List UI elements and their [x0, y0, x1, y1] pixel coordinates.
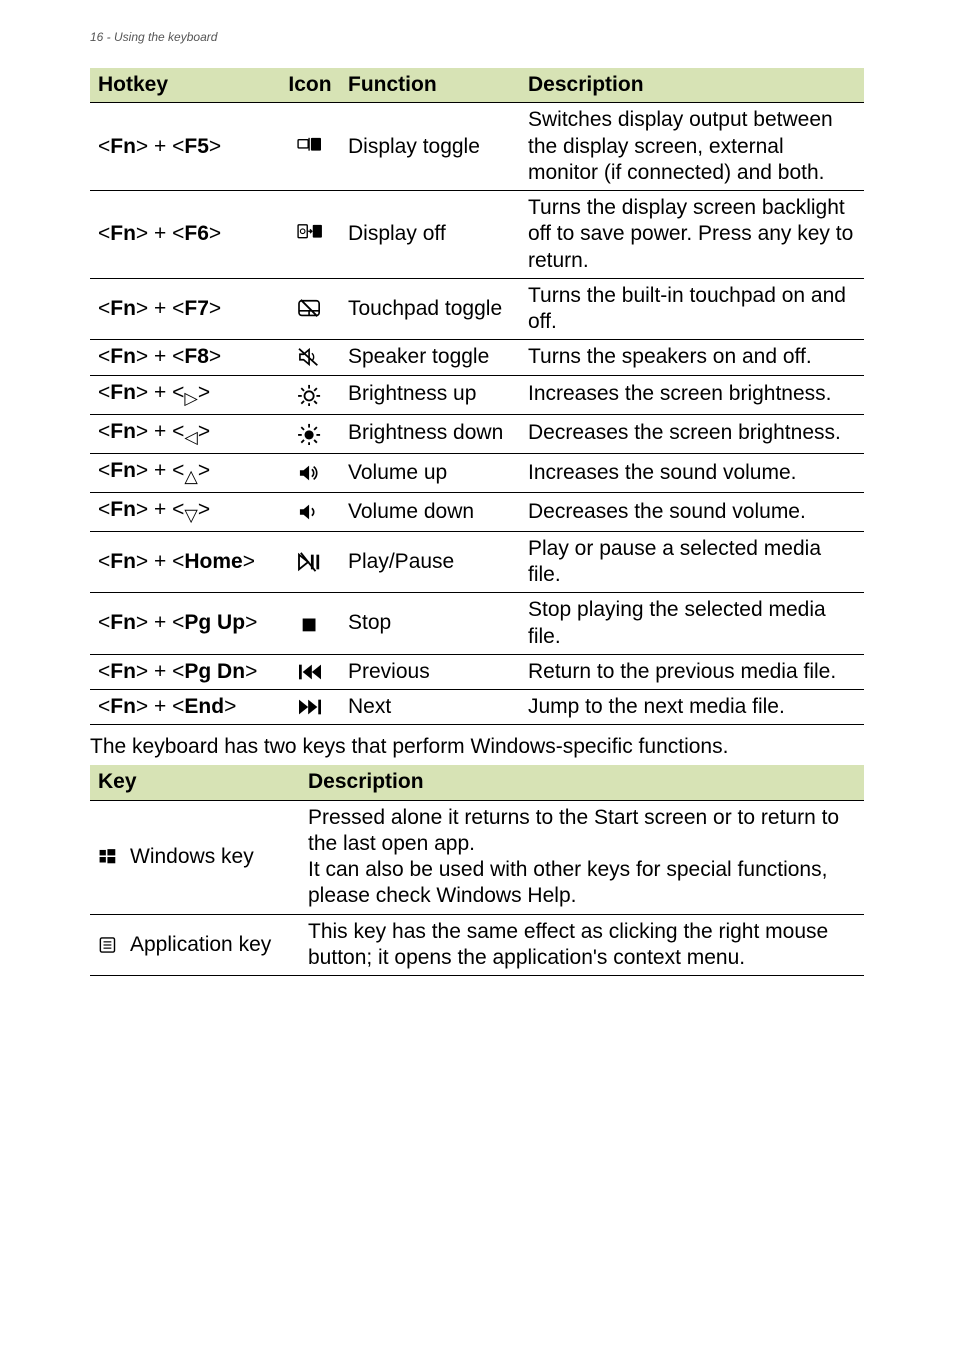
function-cell: Volume up [340, 453, 520, 492]
col-key-description: Description [300, 765, 864, 800]
next-icon [280, 690, 340, 725]
col-hotkey: Hotkey [90, 68, 280, 103]
description-cell: Turns the built-in touchpad on and off. [520, 278, 864, 340]
touchpad-icon [280, 278, 340, 340]
hotkey-cell: <Fn> + <△> [90, 453, 280, 492]
volume-up-icon [280, 453, 340, 492]
windows-icon [98, 847, 120, 867]
application-key-icon [98, 935, 120, 955]
function-cell: Stop [340, 593, 520, 655]
display-off-icon [280, 191, 340, 279]
display-toggle-icon [280, 103, 340, 191]
hotkey-cell: <Fn> + <F8> [90, 340, 280, 375]
key-description: This key has the same effect as clicking… [300, 914, 864, 976]
col-description: Description [520, 68, 864, 103]
hotkey-cell: <Fn> + <▽> [90, 492, 280, 531]
table-row: <Fn> + <Pg Dn> PreviousReturn to the prev… [90, 654, 864, 689]
table-row: Windows key Pressed alone it returns to … [90, 800, 864, 914]
hotkey-cell: <Fn> + <Pg Dn> [90, 654, 280, 689]
table-row: Application key This key has the same ef… [90, 914, 864, 976]
key-label: Windows key [130, 844, 254, 870]
windows-keys-table: Key Description Windows key Pressed alon… [90, 765, 864, 976]
stop-icon [280, 593, 340, 655]
table-row: <Fn> + <Home> Play/PausePlay or pause a s… [90, 531, 864, 593]
hotkey-cell: <Fn> + <▷> [90, 375, 280, 414]
function-cell: Display toggle [340, 103, 520, 191]
table-row: <Fn> + <F5> Display toggleSwitches displa… [90, 103, 864, 191]
table-row: <Fn> + <End> NextJump to the next media f… [90, 690, 864, 725]
description-cell: Jump to the next media file. [520, 690, 864, 725]
between-tables-caption: The keyboard has two keys that perform W… [90, 735, 864, 759]
play-pause-icon [280, 531, 340, 593]
function-cell: Volume down [340, 492, 520, 531]
description-cell: Turns the speakers on and off. [520, 340, 864, 375]
table-row: <Fn> + <F8> Speaker toggleTurns the speak… [90, 340, 864, 375]
brightness-down-icon [280, 414, 340, 453]
description-cell: Increases the sound volume. [520, 453, 864, 492]
table-row: <Fn> + <▽> Volume downDecreases the sound… [90, 492, 864, 531]
function-cell: Next [340, 690, 520, 725]
description-cell: Play or pause a selected media file. [520, 531, 864, 593]
page-header: 16 - Using the keyboard [90, 30, 864, 44]
col-icon: Icon [280, 68, 340, 103]
table-row: <Fn> + <◁> Brightness downDecreases the s… [90, 414, 864, 453]
col-key: Key [90, 765, 300, 800]
hotkey-cell: <Fn> + <F6> [90, 191, 280, 279]
function-cell: Brightness up [340, 375, 520, 414]
table-row: <Fn> + <F7> Touchpad toggleTurns the buil… [90, 278, 864, 340]
function-cell: Brightness down [340, 414, 520, 453]
speaker-mute-icon [280, 340, 340, 375]
col-function: Function [340, 68, 520, 103]
hotkey-table: Hotkey Icon Function Description <Fn> + … [90, 68, 864, 725]
table-row: <Fn> + <▷> Brightness upIncreases the scr… [90, 375, 864, 414]
hotkey-cell: <Fn> + <F7> [90, 278, 280, 340]
description-cell: Return to the previous media file. [520, 654, 864, 689]
function-cell: Display off [340, 191, 520, 279]
function-cell: Play/Pause [340, 531, 520, 593]
function-cell: Speaker toggle [340, 340, 520, 375]
table-row: <Fn> + <Pg Up> StopStop playing the selec… [90, 593, 864, 655]
key-label: Application key [130, 932, 271, 958]
description-cell: Stop playing the selected media file. [520, 593, 864, 655]
description-cell: Decreases the sound volume. [520, 492, 864, 531]
hotkey-cell: <Fn> + <◁> [90, 414, 280, 453]
hotkey-cell: <Fn> + <Pg Up> [90, 593, 280, 655]
table-row: <Fn> + <△> Volume upIncreases the sound v… [90, 453, 864, 492]
previous-icon [280, 654, 340, 689]
description-cell: Turns the display screen backlight off t… [520, 191, 864, 279]
description-cell: Switches display output between the disp… [520, 103, 864, 191]
hotkey-cell: <Fn> + <End> [90, 690, 280, 725]
description-cell: Decreases the screen brightness. [520, 414, 864, 453]
function-cell: Touchpad toggle [340, 278, 520, 340]
key-description: Pressed alone it returns to the Start sc… [300, 800, 864, 914]
hotkey-cell: <Fn> + <F5> [90, 103, 280, 191]
description-cell: Increases the screen brightness. [520, 375, 864, 414]
brightness-up-icon [280, 375, 340, 414]
function-cell: Previous [340, 654, 520, 689]
key-cell: Application key [90, 914, 300, 976]
volume-down-icon [280, 492, 340, 531]
table-row: <Fn> + <F6> Display offTurns the display … [90, 191, 864, 279]
hotkey-cell: <Fn> + <Home> [90, 531, 280, 593]
key-cell: Windows key [90, 800, 300, 914]
